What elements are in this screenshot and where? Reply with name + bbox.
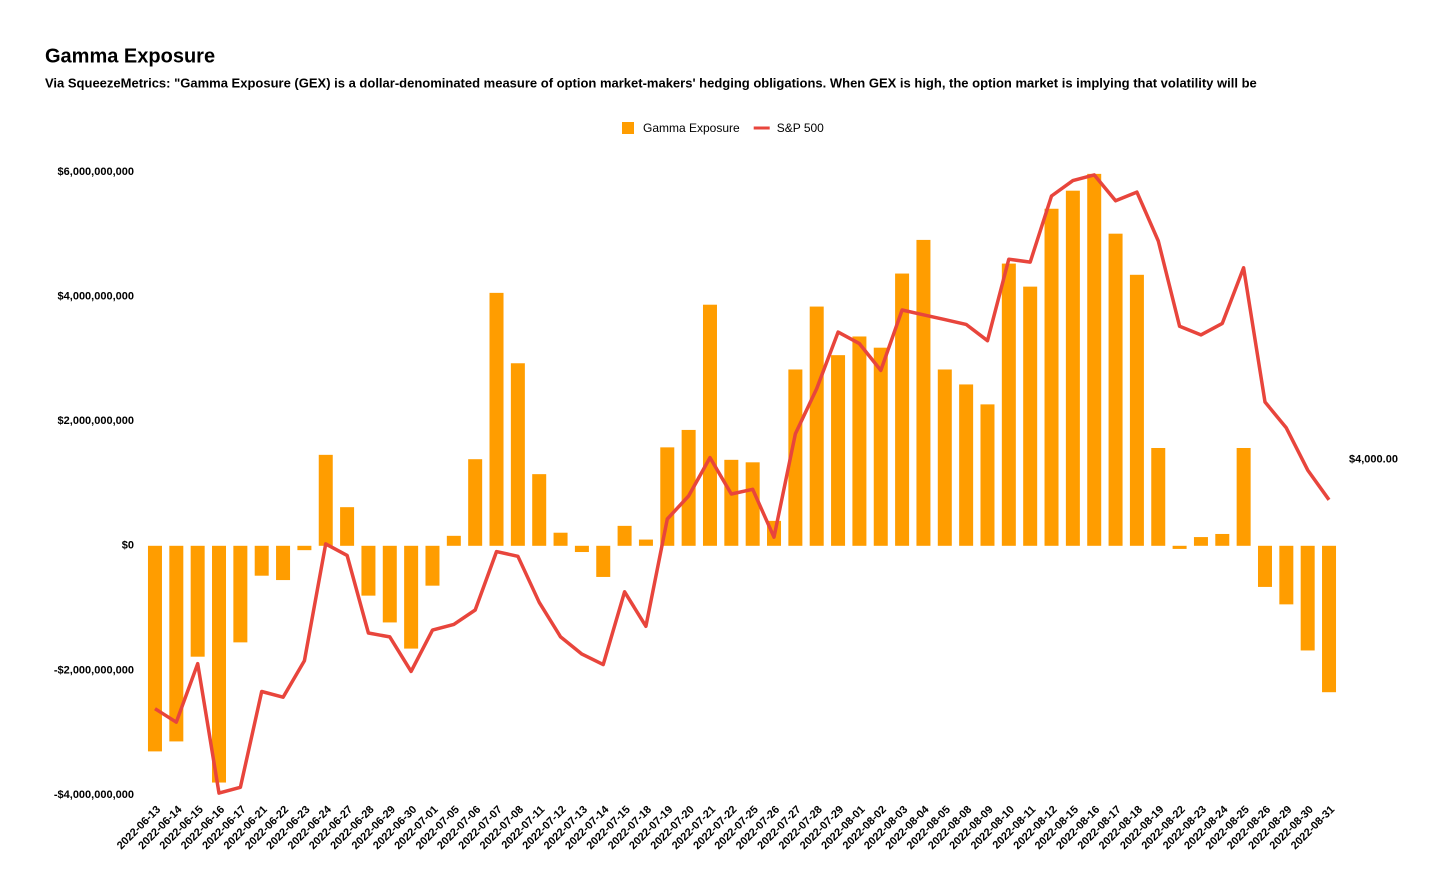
y-tick-label: -$4,000,000,000 (54, 789, 134, 801)
y2-tick-label: $4,000.00 (1349, 453, 1398, 465)
legend-swatch (622, 122, 634, 134)
bar (638, 539, 653, 546)
bar (1151, 447, 1166, 546)
bar (596, 545, 611, 577)
bar (446, 535, 461, 546)
legend: Gamma Exposure S&P 500 (622, 121, 824, 135)
bar (702, 304, 717, 546)
bar (404, 545, 419, 649)
bar (852, 336, 867, 546)
bar (510, 363, 525, 546)
bar (681, 429, 696, 546)
bar (318, 454, 333, 546)
y-tick-label: $4,000,000,000 (58, 291, 134, 303)
bar (553, 532, 568, 546)
bar (916, 239, 931, 546)
bar (382, 545, 397, 623)
bar (1257, 545, 1272, 587)
bar (1001, 263, 1016, 546)
bar (489, 292, 504, 546)
bar (660, 447, 675, 546)
bar (617, 525, 632, 546)
bar (169, 545, 184, 742)
bar (1108, 233, 1123, 546)
chart-subtitle: Via SqueezeMetrics: "Gamma Exposure (GEX… (45, 75, 1257, 90)
bar (1044, 208, 1059, 546)
bar (937, 369, 952, 546)
bar (1215, 533, 1230, 546)
bar (1322, 545, 1337, 693)
bar (297, 545, 312, 551)
line (154, 173, 1331, 795)
bar (1129, 274, 1144, 546)
bar (831, 355, 846, 546)
bar (873, 347, 888, 546)
y-tick-label: $2,000,000,000 (58, 415, 134, 427)
bar (980, 404, 995, 546)
bar (1193, 537, 1208, 546)
bar (425, 545, 440, 586)
bar (254, 545, 269, 576)
bar (1087, 173, 1102, 546)
chart-title: Gamma Exposure (45, 45, 215, 67)
bar (1172, 545, 1187, 549)
legend-label: S&P 500 (777, 121, 824, 135)
bar (147, 545, 162, 752)
bar (190, 545, 205, 657)
bar (233, 545, 248, 643)
bar (361, 545, 376, 596)
bar (1065, 190, 1080, 546)
legend-label: Gamma Exposure (643, 121, 740, 135)
bar (574, 545, 589, 553)
bar (212, 545, 227, 783)
bar (959, 384, 974, 546)
bar (895, 273, 910, 546)
bar (788, 369, 803, 546)
bar (745, 462, 760, 546)
bar (724, 459, 739, 546)
bar (340, 507, 355, 546)
y-tick-label: -$2,000,000,000 (54, 664, 134, 676)
y-tick-label: $6,000,000,000 (58, 166, 134, 178)
bar (1279, 545, 1294, 605)
bar (809, 306, 824, 546)
y-tick-label: $0 (122, 540, 134, 552)
bar (468, 459, 483, 546)
bar (532, 474, 547, 546)
bar (1236, 447, 1251, 546)
bar (1300, 545, 1315, 651)
bar (276, 545, 291, 581)
bar (1023, 286, 1038, 546)
